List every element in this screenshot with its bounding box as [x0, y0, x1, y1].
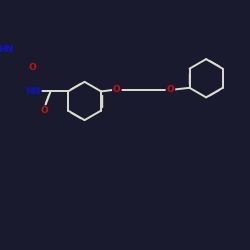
Text: HN: HN: [0, 45, 13, 54]
Text: O: O: [166, 86, 174, 94]
Text: HN: HN: [26, 87, 41, 96]
Text: O: O: [113, 86, 121, 94]
Text: O: O: [41, 106, 48, 115]
Text: O: O: [29, 63, 36, 72]
